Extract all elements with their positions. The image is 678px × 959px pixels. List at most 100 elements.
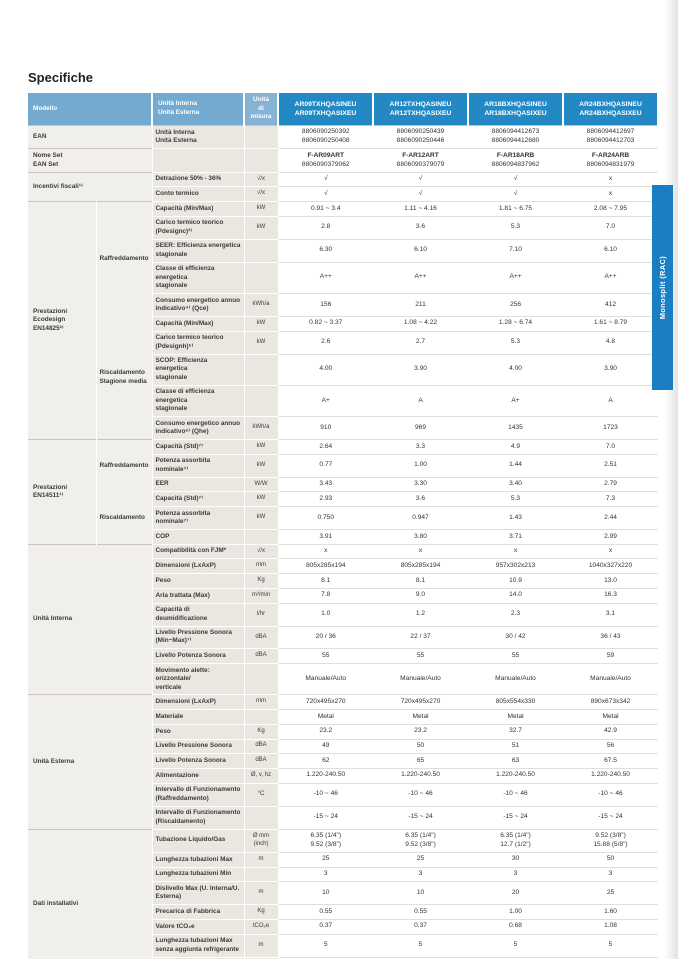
value-cell: 910 (278, 416, 374, 441)
value-cell: 4.9 (468, 439, 564, 455)
value-cell: 3.91 (278, 529, 374, 545)
table-row: Livello Pressione Sonora dBA 49 50 51 56 (28, 739, 659, 755)
value-cell: 256 (468, 293, 564, 317)
value-cell: x (563, 186, 659, 203)
value-cell: 7.3 (563, 491, 659, 508)
value-cell: 8806090250439 8806090250446 (373, 124, 469, 150)
row-label (152, 148, 245, 173)
row-label: Intervallo di Funzionamento (Riscaldamen… (152, 806, 245, 830)
table-row: EAN Unità Interna Unità Esterna 8806090250… (28, 124, 659, 150)
page-edge-shade (664, 0, 678, 959)
value-cell: 23.2 (373, 724, 469, 740)
category-cell: Dati installativi (28, 828, 153, 959)
value-cell: 1.220-240.50 (278, 768, 374, 784)
header-model-1: AR09TXHQASINEU AR09TXHQASIXEU (278, 93, 375, 126)
value-cell: 3.71 (468, 529, 564, 545)
value-cell: A+ (278, 385, 374, 418)
row-label: SEER: Efficienza energetica stagionale (152, 239, 245, 263)
row-label: Lunghezza tubazioni Max (152, 852, 245, 868)
table-row: Potenza assorbita nominale⁷⁾ kW 0.77 1.00 1.… (28, 454, 659, 478)
value-cell: 5 (468, 934, 564, 958)
value-cell: 0.82 ~ 3.37 (278, 316, 374, 332)
value-cell: A++ (278, 262, 374, 295)
table-row: Classe di efficienza energetica stagiona… (28, 262, 659, 295)
row-label: Capacità (Min/Max) (152, 201, 245, 217)
value-cell: 3.43 (278, 477, 374, 493)
unit-cell (244, 148, 279, 173)
value-cell: -15 ~ 24 (563, 806, 659, 830)
value-cell: Metal (373, 709, 469, 725)
row-label: Lunghezza tubazioni Min (152, 867, 245, 883)
table-row: Dati installativi Tubazione Liquido/Gas Ø … (28, 828, 659, 959)
table-row: Peso Kg 8.1 8.1 10.9 13.0 (28, 573, 659, 589)
value-cell: 0.55 (373, 904, 469, 920)
value-cell: 9.0 (373, 588, 469, 604)
subcategory-cell: Raffreddamento (96, 201, 153, 317)
row-label: COP (152, 529, 245, 545)
table-row: Classe di efficienza energetica stagiona… (28, 385, 659, 418)
row-label: Lunghezza tubazioni Max senza aggiunta r… (152, 934, 245, 958)
value-cell: 12 (278, 957, 374, 959)
value-cell: 25 (373, 852, 469, 868)
value-cell: Metal (563, 709, 659, 725)
value-cell: 22 / 37 (373, 626, 469, 650)
value-cell: -10 ~ 46 (563, 783, 659, 807)
row-label: Aria trattata (Max) (152, 588, 245, 604)
value-cell: -10 ~ 46 (373, 783, 469, 807)
row-label: Capacità di deumidificazione (152, 603, 245, 627)
value-cell: 12 (373, 957, 469, 959)
value-cell: 3 (563, 867, 659, 883)
value-cell: 49 (278, 739, 374, 755)
value-cell: 5.3 (468, 216, 564, 240)
side-tab-monosplit-rac: Monosplit (RAC) (652, 185, 673, 390)
category-cell: Nome Set EAN Set (28, 148, 153, 173)
row-label: Livello Pressione Sonora (152, 739, 245, 755)
row-label: Unità Interna Unità Esterna (152, 124, 245, 150)
value-cell: √ (373, 171, 469, 188)
value-cell: 50 (373, 739, 469, 755)
header-unita-io: Unità Interna Unità Esterna (152, 93, 246, 126)
value-cell: x (563, 543, 659, 560)
page-content: Specifiche Modello Unità Interna Unità E… (28, 70, 660, 959)
value-cell: 1.220-240.50 (468, 768, 564, 784)
value-cell: 3.90 (563, 354, 659, 386)
row-label: Consumo energetico annuo indicativo⁴⁾ (Q… (152, 293, 245, 317)
value-cell: √ (373, 186, 469, 203)
row-label: Dislivello Max (U. Interna/U. Esterna) (152, 881, 245, 906)
unit-cell: m (244, 852, 279, 868)
table-header-row: Modello Unità Interna Unità Esterna Unit… (28, 93, 660, 126)
row-label: Classe di efficienza energetica stagiona… (152, 385, 245, 418)
value-cell: Manuale/Auto (468, 663, 564, 696)
value-cell: 50 (563, 852, 659, 868)
value-cell: Manuale/Auto (563, 663, 659, 696)
table-row: Potenza assorbita nominale⁷⁾ kW 0.750 0.947… (28, 506, 659, 531)
value-cell: 890x673x342 (563, 694, 659, 711)
value-cell: 2.99 (563, 529, 659, 545)
unit-cell: kW (244, 439, 279, 455)
table-row: SEER: Efficienza energetica stagionale 6.… (28, 239, 659, 263)
table-row: Intervallo di Funzionamento (Raffreddame… (28, 783, 659, 807)
table-row: Materiale Metal Metal Metal Metal (28, 709, 659, 725)
row-label: Detrazione 50% - 36% (152, 171, 245, 188)
value-cell: Manuale/Auto (373, 663, 469, 696)
table-row: Unità Esterna Dimensioni (LxAxP) mm 720x495… (28, 694, 659, 829)
unit-cell: tCO₂e (244, 919, 279, 935)
table-row: Dimensioni (LxAxP) mm 805x285x194 805x285x1… (28, 558, 659, 575)
value-cell: 720x495x270 (373, 694, 469, 711)
value-cell: 6.10 (563, 239, 659, 263)
value-cell: F-AR12ART 8806090379079 (373, 148, 469, 173)
value-cell: 8.1 (373, 573, 469, 589)
value-cell: 1.60 (563, 904, 659, 920)
value-cell: 4.00 (468, 354, 564, 386)
unit-cell: °C (244, 783, 279, 807)
row-label: Potenza assorbita nominale⁷⁾ (152, 454, 245, 478)
value-cell: 32.7 (468, 724, 564, 740)
value-cell: 8806094412697 8806094412703 (563, 124, 659, 150)
value-cell: 805x285x194 (373, 558, 469, 575)
value-cell: 13.0 (563, 573, 659, 589)
value-cell: 5 (563, 934, 659, 958)
value-cell: 1040x327x220 (563, 558, 659, 575)
unit-cell (244, 867, 279, 883)
row-label: Intervallo di Funzionamento (Raffreddame… (152, 783, 245, 807)
